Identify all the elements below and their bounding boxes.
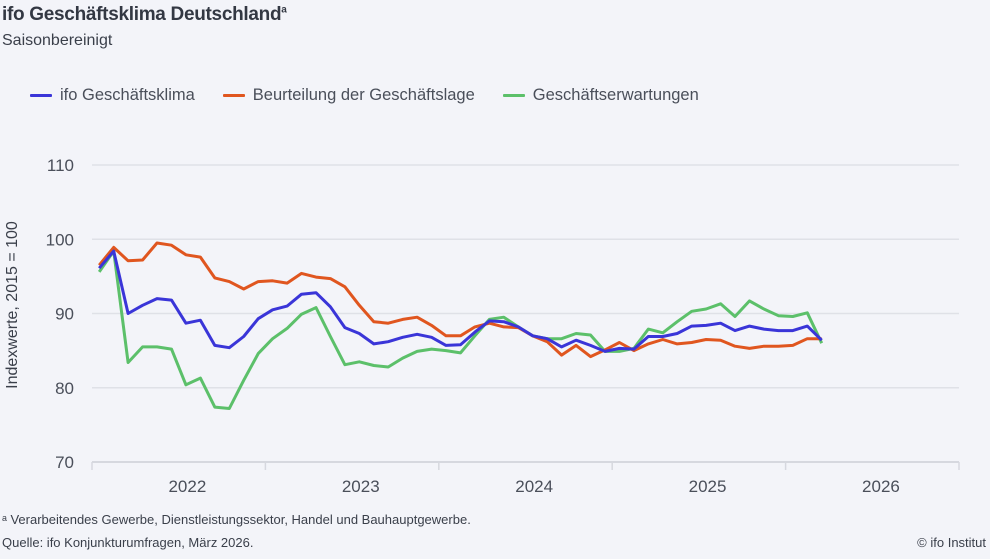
legend-item-lage: Beurteilung der Geschäftslage [222, 86, 475, 105]
chart-subtitle: Saisonbereinigt [2, 32, 113, 49]
legend-item-erwartungen: Geschäftserwartungen [502, 86, 699, 105]
legend-swatch [222, 94, 245, 97]
legend-label: Geschäftserwartungen [532, 86, 699, 104]
series-line-geschaeftsklima [98, 249, 823, 353]
source-note: Quelle: ifo Konjunkturumfragen, März 202… [2, 535, 254, 550]
y-axis-label: Indexwerte, 2015 = 100 [4, 221, 21, 389]
y-tick-label: 110 [47, 156, 74, 175]
y-tick-label: 80 [55, 379, 74, 398]
y-tick-label: 100 [46, 230, 74, 249]
x-tick-label: 2024 [515, 477, 553, 496]
copyright: © ifo Institut [917, 535, 986, 550]
series-line-geschaeftserwartungen [97, 249, 824, 410]
legend: ifo Geschäftsklima Beurteilung der Gesch… [30, 86, 699, 105]
footnote: ᵃ Verarbeitendes Gewerbe, Dienstleistung… [2, 512, 471, 527]
legend-label: Beurteilung der Geschäftslage [252, 86, 475, 104]
chart-title-text: ifo Geschäftsklima Deutschland [2, 4, 282, 25]
legend-item-klima: ifo Geschäftsklima [30, 86, 195, 105]
x-tick-label: 2022 [168, 477, 206, 496]
title-footnote-marker: a [281, 4, 287, 16]
series-line-geschaeftslage [98, 241, 822, 359]
x-tick-label: 2025 [689, 477, 727, 496]
x-tick-label: 2026 [862, 477, 900, 496]
chart-title: ifo Geschäftsklima Deutschlanda [2, 4, 287, 26]
y-tick-label: 70 [55, 453, 74, 472]
legend-swatch [502, 94, 525, 97]
y-tick-label: 90 [55, 305, 74, 324]
legend-label: ifo Geschäftsklima [60, 86, 195, 104]
legend-swatch [30, 94, 52, 97]
x-tick-label: 2023 [342, 477, 380, 496]
